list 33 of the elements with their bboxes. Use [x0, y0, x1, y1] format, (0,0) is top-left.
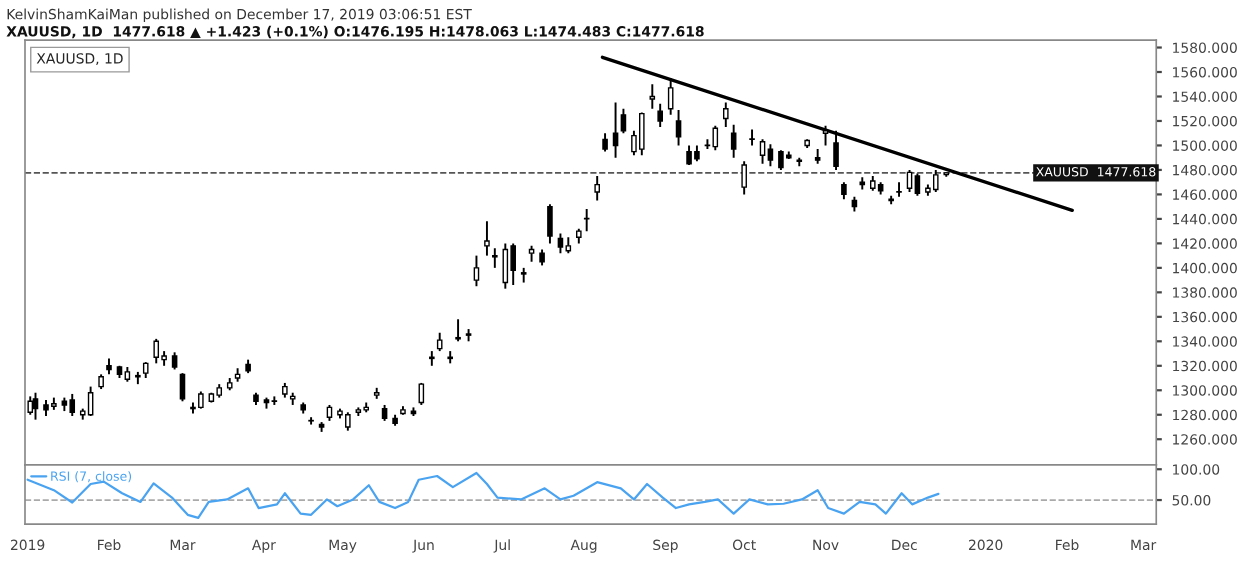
- candlestick: [179, 372, 186, 403]
- candlestick: [649, 83, 656, 110]
- candlestick: [767, 143, 774, 168]
- candlestick: [583, 208, 590, 233]
- candlestick: [602, 132, 608, 153]
- candlestick: [436, 331, 443, 353]
- candlestick: [594, 175, 600, 202]
- candlestick: [667, 77, 674, 116]
- candlestick: [429, 350, 435, 367]
- candlestick: [741, 160, 747, 196]
- candlestick: [345, 411, 351, 432]
- candlestick: [69, 392, 76, 417]
- candlestick: [484, 220, 490, 257]
- candlestick: [455, 318, 461, 343]
- candlestick: [492, 247, 498, 269]
- candlestick: [473, 254, 480, 288]
- candlestick: [932, 168, 939, 193]
- candlestick: [639, 111, 645, 157]
- candlestick: [27, 395, 34, 416]
- candlestick: [896, 181, 902, 198]
- candlestick: [547, 203, 553, 245]
- candlestick: [822, 124, 829, 147]
- candlestick: [833, 129, 839, 171]
- candlestick: [657, 102, 663, 129]
- candlestick: [153, 337, 160, 365]
- candlestick: [675, 108, 682, 147]
- candlestick: [723, 101, 729, 129]
- candlestick: [759, 138, 766, 165]
- candlestick: [914, 172, 921, 197]
- candlestick: [778, 149, 784, 171]
- candlestick: [557, 232, 564, 255]
- candlestick: [510, 242, 516, 286]
- candlestick: [32, 391, 39, 421]
